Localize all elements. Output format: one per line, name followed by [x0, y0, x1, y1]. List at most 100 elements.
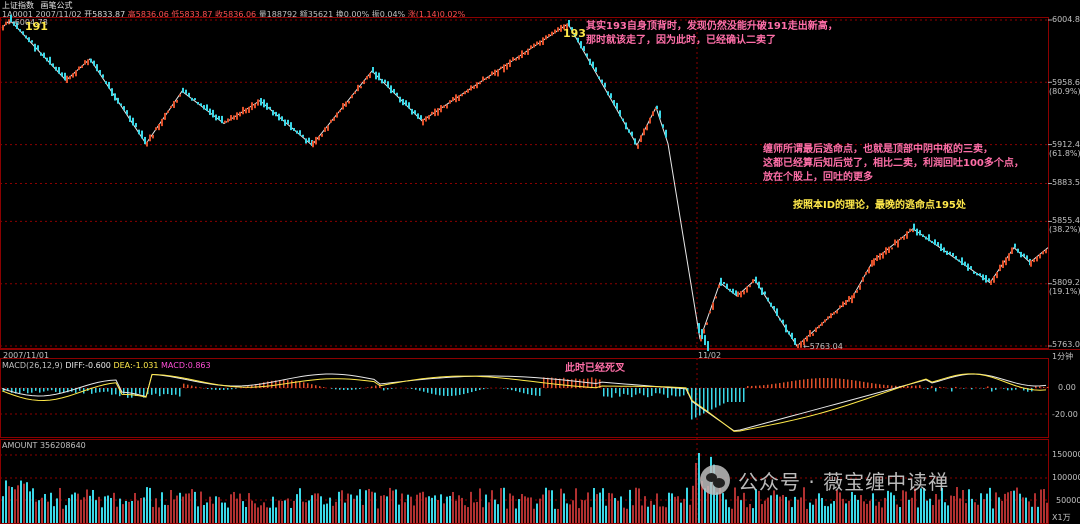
amount-bar [161, 492, 163, 523]
amount-bar [605, 505, 607, 523]
price-bar [842, 301, 844, 308]
amount-bar [848, 500, 850, 523]
amount-bar [872, 493, 874, 523]
macd-histogram-bar [375, 385, 377, 388]
macd-histogram-bar [207, 388, 209, 389]
formula-name: 画笔公式 [40, 1, 73, 10]
amount-bar [839, 492, 841, 523]
high-value: 高5836.06 [127, 10, 169, 19]
amount-bar [1019, 493, 1021, 523]
amount-bar [893, 495, 895, 523]
amount-bar [743, 492, 745, 523]
amount-bar [248, 493, 250, 523]
price-bar [906, 231, 908, 239]
amount-bar [140, 498, 142, 523]
price-bar [973, 271, 975, 274]
macd-histogram-bar [143, 388, 145, 398]
price-bar [622, 118, 624, 122]
amount-bar [809, 502, 811, 523]
price-bar [720, 277, 722, 286]
period-label: 1分钟 [1052, 352, 1074, 361]
amount-bar [44, 493, 46, 523]
amount-bar [905, 491, 907, 523]
price-bar [999, 264, 1001, 272]
macd-histogram-bar [1011, 388, 1013, 391]
amount-bar [755, 489, 757, 523]
macd-histogram-bar [219, 388, 221, 390]
amount-bar [227, 507, 229, 523]
price-bar [856, 289, 858, 293]
amount-bar [449, 495, 451, 523]
amount-bar [323, 504, 325, 523]
macd-histogram-bar [611, 388, 613, 398]
amount-bar [569, 504, 571, 523]
amount-bar [686, 487, 688, 523]
amount-unit: X1万 [1052, 513, 1071, 522]
price-bar [646, 124, 648, 131]
amount-bar [482, 507, 484, 523]
amount-bar [644, 496, 646, 523]
price-bar [61, 72, 63, 77]
price-bar [482, 76, 484, 82]
amount-bar [485, 494, 487, 523]
price-bar [859, 284, 861, 290]
amount-bar [182, 496, 184, 523]
amount-bar [803, 487, 805, 523]
macd-histogram-bar [683, 388, 685, 396]
macd-histogram-bar [775, 383, 777, 388]
macd-histogram-bar [79, 388, 81, 391]
amount-bar [647, 506, 649, 523]
amount-bar [1046, 502, 1048, 523]
price-bar [461, 93, 463, 97]
macd-histogram-bar [863, 381, 865, 388]
macd-histogram-bar [583, 378, 585, 388]
price-bar [865, 271, 867, 275]
amount-bar [611, 493, 613, 523]
price-bar [656, 105, 658, 110]
price-bar [1042, 251, 1044, 255]
price-bar [619, 110, 621, 117]
macd-histogram-bar [635, 388, 637, 395]
price-bar [437, 108, 439, 116]
bi-label-193: 193 [563, 27, 586, 40]
price-bar [640, 135, 642, 143]
price-bar [806, 335, 808, 342]
amount-bar [395, 489, 397, 523]
macd-histogram-bar [791, 381, 793, 388]
price-bar [28, 37, 30, 43]
macd-histogram-bar [1003, 388, 1005, 389]
price-bar [1002, 260, 1004, 268]
price-bar [530, 45, 532, 49]
price-bar [1026, 255, 1028, 260]
price-bar [284, 119, 286, 126]
change-value: 涨(1.14)0.02% [407, 10, 466, 19]
price-bar [281, 116, 283, 121]
price-bar [800, 341, 802, 348]
amount-bar [836, 490, 838, 523]
amount-bar [593, 488, 595, 523]
price-bar [1030, 260, 1032, 267]
amount-bar [314, 493, 316, 523]
price-bar [84, 60, 86, 65]
price-bar [263, 99, 265, 108]
macd-panel-frame [0, 358, 1049, 438]
macd-histogram-bar [603, 388, 605, 397]
macd-histogram-bar [851, 380, 853, 388]
price-bar [715, 296, 717, 299]
amount-bar [758, 490, 760, 523]
macd-histogram-bar [1035, 386, 1037, 388]
price-bar [37, 45, 39, 50]
price-bar [628, 129, 630, 133]
price-bar [785, 324, 787, 333]
price-bar [580, 41, 582, 49]
amount-bar [197, 506, 199, 523]
macd-histogram-bar [35, 388, 37, 391]
amount-bar [929, 498, 931, 523]
price-bar [566, 23, 568, 30]
amount-bar [209, 496, 211, 523]
price-bar [703, 329, 705, 334]
macd-histogram-bar [515, 388, 517, 392]
amount-bar [344, 502, 346, 523]
amount-tick: 150000 [1052, 450, 1080, 459]
